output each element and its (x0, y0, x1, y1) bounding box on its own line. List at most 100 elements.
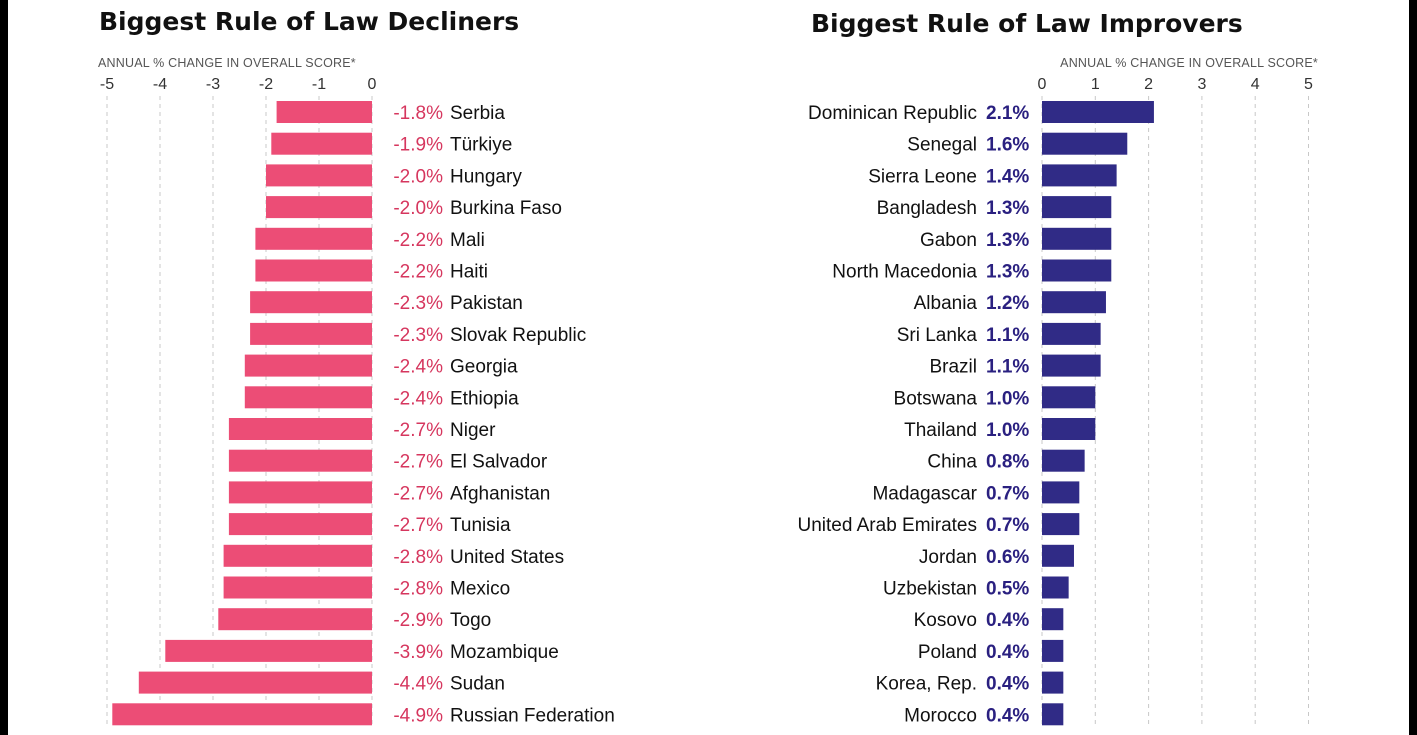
decliner-value-label: -2.0% (393, 198, 443, 219)
improver-bar (1042, 449, 1085, 472)
decliners-bars: -1.8% Serbia -1.9% Türkiye -2.0% Hungary -2.0%… (112, 101, 615, 726)
improver-value-label: 0.8% (986, 452, 1029, 473)
improver-bar (1042, 164, 1117, 187)
improver-country-label: Uzbekistan (883, 579, 977, 600)
decliner-value-label: -1.9% (393, 135, 443, 156)
decliner-value-label: -1.8% (393, 103, 443, 124)
decliner-bar (138, 671, 372, 694)
decliner-country-label: Niger (450, 420, 496, 441)
decliners-tick-label: -2 (259, 76, 273, 93)
decliner-value-label: -2.7% (393, 420, 443, 441)
decliner-country-label: Türkiye (450, 135, 512, 156)
improver-value-label: 0.4% (986, 610, 1029, 631)
improver-country-label: Gabon (920, 230, 977, 251)
decliner-bar (165, 639, 372, 662)
improver-bar (1042, 513, 1080, 536)
decliner-value-label: -2.2% (393, 262, 443, 283)
improver-value-label: 0.4% (986, 674, 1029, 695)
improver-country-label: Senegal (907, 135, 977, 156)
improver-bar (1042, 608, 1064, 631)
decliner-country-label: Haiti (450, 262, 488, 283)
improver-bar (1042, 259, 1112, 282)
decliner-value-label: -2.3% (393, 325, 443, 346)
decliner-value-label: -2.7% (393, 452, 443, 473)
decliner-value-label: -2.4% (393, 357, 443, 378)
improver-value-label: 1.3% (986, 230, 1029, 251)
decliner-value-label: -2.4% (393, 388, 443, 409)
decliner-country-label: Serbia (450, 103, 505, 124)
decliner-country-label: Georgia (450, 357, 518, 378)
decliner-bar (255, 259, 372, 282)
decliner-value-label: -2.7% (393, 515, 443, 536)
improver-country-label: Dominican Republic (808, 103, 977, 124)
decliner-bar (266, 196, 372, 219)
improver-bar (1042, 101, 1154, 123)
improver-country-label: Botswana (894, 388, 978, 409)
improver-country-label: China (927, 452, 977, 473)
decliner-value-label: -2.0% (393, 166, 443, 187)
improver-value-label: 1.6% (986, 135, 1029, 156)
improver-value-label: 2.1% (986, 103, 1029, 124)
improver-bar (1042, 703, 1064, 726)
improver-bar (1042, 354, 1101, 377)
decliner-country-label: Mexico (450, 579, 510, 600)
improver-country-label: Albania (914, 293, 978, 314)
decliner-bar (244, 354, 372, 377)
improver-value-label: 0.7% (986, 483, 1029, 504)
improver-bar (1042, 227, 1112, 250)
improver-bar (1042, 196, 1112, 219)
improver-country-label: Bangladesh (877, 198, 977, 219)
decliner-country-label: Hungary (450, 166, 522, 187)
improver-country-label: Thailand (904, 420, 977, 441)
decliner-value-label: -2.8% (393, 547, 443, 568)
improver-country-label: Brazil (929, 357, 977, 378)
decliner-value-label: -2.3% (393, 293, 443, 314)
decliner-bar (244, 386, 372, 409)
improvers-title: Biggest Rule of Law Improvers (811, 9, 1243, 38)
improver-bar (1042, 544, 1074, 567)
improver-value-label: 0.6% (986, 547, 1029, 568)
decliner-bar (228, 418, 372, 440)
decliner-country-label: Slovak Republic (450, 325, 586, 346)
decliner-value-label: -2.8% (393, 579, 443, 600)
decliner-country-label: Russian Federation (450, 705, 615, 726)
improver-value-label: 1.3% (986, 262, 1029, 283)
improver-bar (1042, 386, 1096, 409)
decliner-bar (250, 322, 372, 345)
improver-value-label: 0.4% (986, 705, 1029, 726)
improver-country-label: Korea, Rep. (876, 674, 977, 695)
decliner-bar (266, 164, 372, 187)
decliner-bar (276, 101, 372, 123)
decliner-country-label: Sudan (450, 674, 505, 695)
decliner-value-label: -4.9% (393, 705, 443, 726)
decliner-country-label: Mozambique (450, 642, 559, 663)
improvers-tick-label: 3 (1197, 76, 1206, 93)
improver-bar (1042, 418, 1096, 440)
improver-country-label: Morocco (904, 705, 977, 726)
improver-value-label: 1.1% (986, 325, 1029, 346)
improver-value-label: 0.5% (986, 579, 1029, 600)
improver-country-label: Poland (918, 642, 977, 663)
decliner-value-label: -3.9% (393, 642, 443, 663)
decliner-bar (218, 608, 372, 631)
improver-country-label: Sierra Leone (868, 166, 977, 187)
improver-country-label: Jordan (919, 547, 977, 568)
decliners-tick-label: -4 (153, 76, 167, 93)
decliner-value-label: -2.9% (393, 610, 443, 631)
decliner-value-label: -2.2% (393, 230, 443, 251)
improver-bar (1042, 481, 1080, 504)
improver-bar (1042, 671, 1064, 694)
improver-value-label: 1.4% (986, 166, 1029, 187)
improvers-tick-label: 1 (1091, 76, 1100, 93)
decliner-bar (271, 132, 372, 155)
decliner-value-label: -2.7% (393, 483, 443, 504)
chart-canvas: Biggest Rule of Law Decliners ANNUAL % C… (8, 0, 1409, 735)
improver-value-label: 1.0% (986, 388, 1029, 409)
decliner-value-label: -4.4% (393, 674, 443, 695)
decliner-country-label: Togo (450, 610, 491, 631)
improver-value-label: 0.7% (986, 515, 1029, 536)
decliners-tick-label: -5 (100, 76, 114, 93)
improver-bar (1042, 639, 1064, 662)
improver-bar (1042, 291, 1106, 314)
decliners-title: Biggest Rule of Law Decliners (99, 7, 519, 36)
